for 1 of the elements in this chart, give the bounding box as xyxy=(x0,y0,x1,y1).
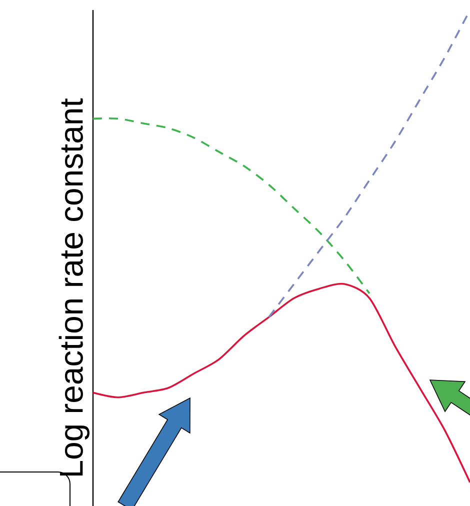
y-axis-title: Log reaction rate constant xyxy=(58,98,90,476)
